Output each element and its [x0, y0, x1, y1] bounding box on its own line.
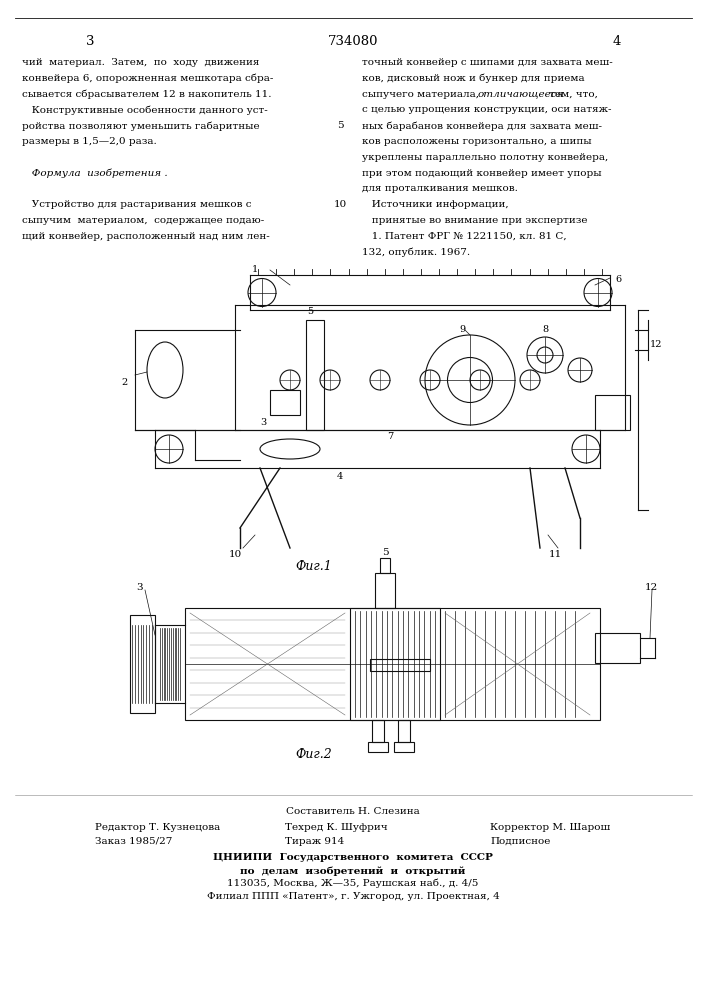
- Text: 8: 8: [542, 325, 548, 334]
- Text: щий конвейер, расположенный над ним лен-: щий конвейер, расположенный над ним лен-: [22, 232, 270, 241]
- Text: 6: 6: [615, 275, 621, 284]
- Text: ЦНИИПИ  Государственного  комитета  СССР: ЦНИИПИ Государственного комитета СССР: [213, 853, 493, 862]
- Bar: [398, 720, 410, 742]
- Text: сыпучим  материалом,  содержащее подаю-: сыпучим материалом, содержащее подаю-: [22, 216, 264, 225]
- Text: Филиал ППП «Патент», г. Ужгород, ул. Проектная, 4: Филиал ППП «Патент», г. Ужгород, ул. Про…: [206, 892, 499, 901]
- Text: ных барабанов конвейера для захвата меш-: ных барабанов конвейера для захвата меш-: [362, 121, 602, 131]
- Text: 5: 5: [337, 121, 344, 130]
- Text: Заказ 1985/27: Заказ 1985/27: [95, 837, 173, 846]
- Bar: [368, 742, 388, 752]
- Text: 10: 10: [228, 550, 242, 559]
- Text: сывается сбрасывателем 12 в накопитель 11.: сывается сбрасывателем 12 в накопитель 1…: [22, 90, 271, 99]
- Text: конвейера 6, опорожненная мешкотара сбра-: конвейера 6, опорожненная мешкотара сбра…: [22, 74, 274, 83]
- Text: 4: 4: [613, 35, 621, 48]
- Text: Составитель Н. Слезина: Составитель Н. Слезина: [286, 807, 420, 816]
- Text: Редактор Т. Кузнецова: Редактор Т. Кузнецова: [95, 823, 221, 832]
- Text: 3: 3: [260, 418, 266, 427]
- Text: укреплены параллельно полотну конвейера,: укреплены параллельно полотну конвейера,: [362, 153, 608, 162]
- Text: сыпучего материала,: сыпучего материала,: [362, 90, 482, 99]
- Text: Подписное: Подписное: [490, 837, 550, 846]
- Text: отличающееся: отличающееся: [478, 90, 564, 99]
- Text: 2: 2: [122, 378, 128, 387]
- Text: размеры в 1,5—2,0 раза.: размеры в 1,5—2,0 раза.: [22, 137, 157, 146]
- Text: 5: 5: [307, 307, 313, 316]
- Bar: [372, 720, 384, 742]
- Text: для проталкивания мешков.: для проталкивания мешков.: [362, 184, 518, 193]
- Text: Фиг.2: Фиг.2: [295, 748, 332, 761]
- Text: ков расположены горизонтально, а шипы: ков расположены горизонтально, а шипы: [362, 137, 592, 146]
- Text: ройства позволяют уменьшить габаритные: ройства позволяют уменьшить габаритные: [22, 121, 259, 131]
- Text: тем, что,: тем, что,: [546, 90, 598, 99]
- Bar: [370, 659, 430, 671]
- Text: 4: 4: [337, 472, 343, 481]
- Bar: [595, 395, 630, 430]
- Text: Фиг.1: Фиг.1: [295, 560, 332, 573]
- Text: Формула  изобретения .: Формула изобретения .: [22, 169, 168, 178]
- Text: точный конвейер с шипами для захвата меш-: точный конвейер с шипами для захвата меш…: [362, 58, 613, 67]
- Text: Конструктивные особенности данного уст-: Конструктивные особенности данного уст-: [22, 105, 268, 115]
- Bar: [375, 573, 395, 608]
- Bar: [130, 615, 155, 713]
- Text: Техред К. Шуфрич: Техред К. Шуфрич: [285, 823, 387, 832]
- Text: 12: 12: [650, 340, 662, 349]
- Text: 10: 10: [334, 200, 346, 209]
- Text: чий  материал.  Затем,  по  ходу  движения: чий материал. Затем, по ходу движения: [22, 58, 259, 67]
- Text: 11: 11: [549, 550, 561, 559]
- Text: 5: 5: [382, 548, 388, 557]
- Bar: [380, 558, 390, 573]
- Text: 132, опублик. 1967.: 132, опублик. 1967.: [362, 248, 470, 257]
- Text: Источники информации,: Источники информации,: [362, 200, 508, 209]
- Bar: [185, 608, 600, 720]
- Bar: [394, 742, 414, 752]
- Text: Тираж 914: Тираж 914: [285, 837, 344, 846]
- Bar: [350, 608, 440, 720]
- Text: 734080: 734080: [328, 35, 378, 48]
- Text: 1. Патент ФРГ № 1221150, кл. 81 С,: 1. Патент ФРГ № 1221150, кл. 81 С,: [362, 232, 566, 241]
- Text: 7: 7: [387, 432, 393, 441]
- Text: при этом подающий конвейер имеет упоры: при этом подающий конвейер имеет упоры: [362, 169, 602, 178]
- Text: 12: 12: [645, 583, 658, 592]
- Text: 113035, Москва, Ж—35, Раушская наб., д. 4/5: 113035, Москва, Ж—35, Раушская наб., д. …: [228, 879, 479, 888]
- Text: 9: 9: [459, 325, 465, 334]
- Text: 1: 1: [252, 265, 258, 274]
- Text: ков, дисковый нож и бункер для приема: ков, дисковый нож и бункер для приема: [362, 74, 585, 83]
- Text: Устройство для растаривания мешков с: Устройство для растаривания мешков с: [22, 200, 252, 209]
- Bar: [595, 633, 640, 663]
- Bar: [306, 320, 324, 430]
- Bar: [270, 390, 300, 415]
- Text: 3: 3: [136, 583, 144, 592]
- Text: Корректор М. Шарош: Корректор М. Шарош: [490, 823, 610, 832]
- Text: принятые во внимание при экспертизе: принятые во внимание при экспертизе: [362, 216, 588, 225]
- Text: 3: 3: [86, 35, 94, 48]
- Text: с целью упрощения конструкции, оси натяж-: с целью упрощения конструкции, оси натяж…: [362, 105, 612, 114]
- Text: по  делам  изобретений  и  открытий: по делам изобретений и открытий: [240, 866, 466, 876]
